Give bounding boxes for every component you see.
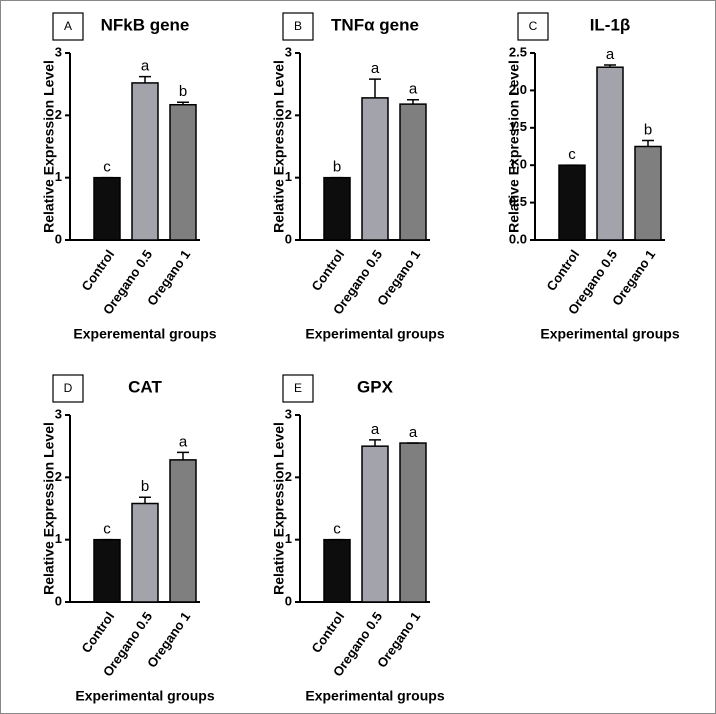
significance-letter: a — [179, 433, 188, 450]
bar — [93, 176, 121, 241]
significance-letter: c — [103, 159, 111, 176]
y-axis-label: Relative Expression Level — [506, 60, 522, 233]
significance-letter: a — [409, 81, 418, 98]
error-bar — [604, 64, 616, 68]
chart-title: NFkB gene — [101, 15, 190, 34]
y-tick-label: 2 — [55, 469, 62, 484]
y-tick-label: 0 — [55, 593, 62, 608]
error-bar — [642, 139, 654, 147]
significance-letter: b — [141, 478, 149, 495]
y-axis-label: Relative Expression Level — [41, 422, 57, 595]
y-tick-label: 3 — [55, 44, 62, 59]
significance-letter: c — [568, 146, 576, 163]
y-tick-label: 0 — [55, 231, 62, 246]
significance-letter: a — [371, 421, 380, 438]
panel-box — [282, 12, 314, 41]
bar — [399, 442, 427, 603]
y-tick-label: 2.0 — [509, 82, 527, 97]
y-tick-label: 1 — [55, 531, 62, 546]
x-axis-label: Experimental groups — [540, 326, 679, 342]
bar — [323, 538, 351, 603]
bar — [169, 103, 197, 241]
y-tick-label: 3 — [55, 406, 62, 421]
y-axis-label: Relative Expression Level — [271, 60, 287, 233]
y-tick-label: 3 — [285, 44, 292, 59]
bar — [93, 538, 121, 603]
y-tick-label: 0 — [285, 231, 292, 246]
panel-box — [52, 374, 84, 403]
y-tick-label: 1.5 — [509, 119, 527, 134]
error-bar — [139, 75, 151, 83]
significance-letter: a — [371, 60, 380, 77]
panel-label: E — [294, 381, 302, 395]
chart-title: IL-1β — [590, 15, 631, 34]
panel-label: C — [529, 19, 538, 33]
x-axis-label: Experimental groups — [305, 688, 444, 704]
y-axis-label: Relative Expression Level — [271, 422, 287, 595]
x-axis-label: Experimental groups — [305, 326, 444, 342]
significance-letter: c — [333, 521, 341, 538]
panel-box — [517, 12, 549, 41]
y-tick-label: 1 — [55, 169, 62, 184]
y-tick-label: 0.0 — [509, 231, 527, 246]
significance-letter: b — [333, 159, 341, 176]
panel-label: A — [64, 19, 72, 33]
y-tick-label: 0 — [285, 593, 292, 608]
error-bar — [407, 99, 419, 105]
y-tick-label: 1 — [285, 531, 292, 546]
bar — [399, 103, 427, 241]
significance-letter: b — [644, 121, 652, 138]
y-tick-label: 1.0 — [509, 157, 527, 172]
y-tick-label: 0.5 — [509, 194, 527, 209]
panel-label: D — [64, 381, 73, 395]
y-tick-label: 3 — [285, 406, 292, 421]
panel-box — [52, 12, 84, 41]
y-tick-label: 1 — [285, 169, 292, 184]
significance-letter: a — [141, 58, 150, 75]
chart-title: GPX — [357, 377, 394, 396]
significance-letter: c — [103, 521, 111, 538]
significance-letter: b — [179, 83, 187, 100]
significance-letter: a — [606, 46, 615, 63]
x-axis-label: Experemental groups — [73, 326, 216, 342]
bar — [596, 66, 624, 241]
y-tick-label: 2 — [55, 107, 62, 122]
error-bar — [369, 78, 381, 98]
x-axis-label: Experimental groups — [75, 688, 214, 704]
error-bar — [369, 439, 381, 447]
bar — [361, 97, 389, 241]
significance-letter: a — [409, 424, 418, 441]
bar — [361, 445, 389, 603]
bar — [169, 459, 197, 603]
chart-title: TNFα gene — [331, 15, 419, 34]
y-tick-label: 2 — [285, 107, 292, 122]
y-tick-label: 2 — [285, 469, 292, 484]
error-bar — [177, 451, 189, 460]
y-axis-label: Relative Expression Level — [41, 60, 57, 233]
panel-box — [282, 374, 314, 403]
error-bar — [177, 101, 189, 105]
bar — [634, 145, 662, 241]
panel-label: B — [294, 19, 302, 33]
bar — [558, 164, 586, 241]
chart-title: CAT — [128, 377, 162, 396]
error-bar — [139, 496, 151, 504]
y-tick-label: 2.5 — [509, 44, 527, 59]
bar — [131, 82, 159, 241]
bar — [323, 176, 351, 241]
bar — [131, 502, 159, 603]
